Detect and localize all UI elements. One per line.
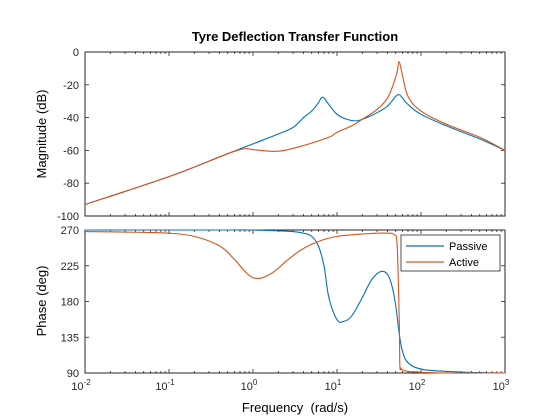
y-tick-label: -60 — [63, 145, 79, 157]
x-tick-exponent: 0 — [253, 378, 258, 387]
y-tick-label: 90 — [67, 368, 79, 380]
legend-active-label: Active — [449, 257, 479, 269]
y-tick-label: 135 — [61, 332, 79, 344]
frequency-xlabel: Frequency (rad/s) — [242, 400, 348, 415]
x-tick-exponent: -1 — [168, 378, 176, 387]
legend-passive-label: Passive — [449, 241, 488, 253]
x-tick-exponent: -2 — [84, 378, 92, 387]
magnitude-passive-line — [84, 94, 506, 206]
y-tick-label: 180 — [61, 297, 79, 309]
magnitude-axes: 0 -20 -40 -60 -80 -100 — [57, 47, 506, 223]
y-tick-label: -80 — [63, 178, 79, 190]
y-tick-label: -100 — [57, 211, 79, 223]
x-tick-exponent: 3 — [505, 378, 510, 387]
chart-title: Tyre Deflection Transfer Function — [192, 29, 398, 44]
phase-ylabel: Phase (deg) — [34, 266, 49, 337]
y-tick-label: 0 — [73, 47, 79, 59]
phase-passive-line — [84, 229, 506, 374]
legend: Passive Active — [400, 234, 501, 272]
y-tick-label: 225 — [61, 261, 79, 273]
y-tick-label: -20 — [63, 80, 79, 92]
x-tick-exponent: 1 — [337, 378, 342, 387]
phase-active-line — [84, 231, 505, 374]
x-tick-exponent: 2 — [421, 378, 426, 387]
magnitude-active-line — [84, 61, 506, 206]
magnitude-ylabel: Magnitude (dB) — [34, 90, 49, 179]
y-tick-label: -40 — [63, 113, 79, 125]
y-tick-label: 270 — [61, 225, 79, 237]
